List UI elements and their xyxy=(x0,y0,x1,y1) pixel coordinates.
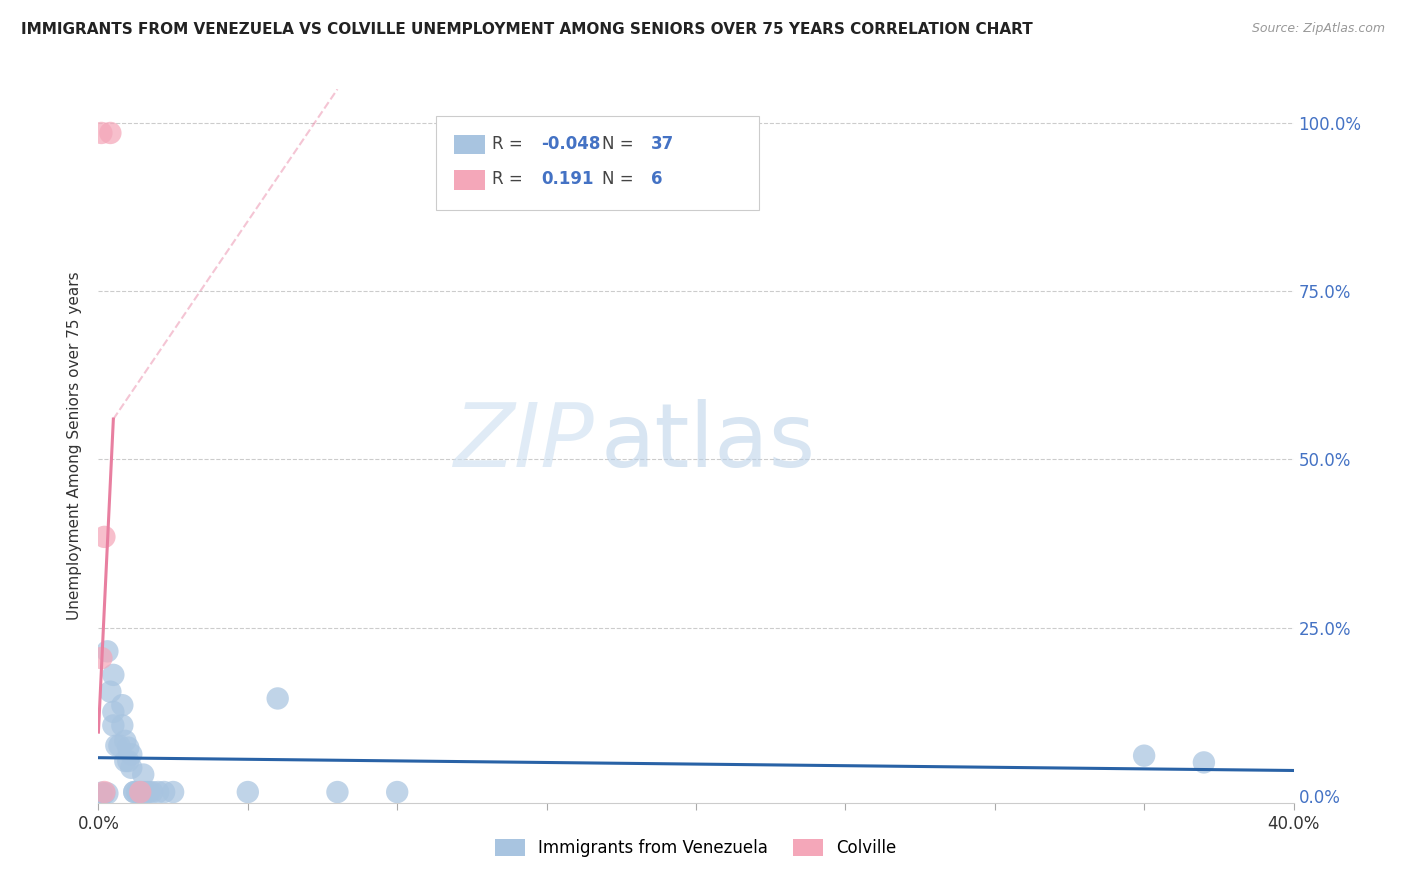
Point xyxy=(90,126,112,140)
Text: -0.048: -0.048 xyxy=(541,135,600,153)
Point xyxy=(93,786,115,800)
Point xyxy=(162,785,184,799)
Point xyxy=(114,734,136,748)
Point xyxy=(141,785,163,799)
Point xyxy=(90,786,112,800)
Text: ZIP: ZIP xyxy=(454,400,595,485)
Legend: Immigrants from Venezuela, Colville: Immigrants from Venezuela, Colville xyxy=(486,831,905,866)
Point xyxy=(98,126,122,140)
Point xyxy=(108,739,131,753)
Point xyxy=(129,785,152,799)
Text: 6: 6 xyxy=(651,170,662,188)
Point xyxy=(117,754,139,768)
Point xyxy=(120,747,142,762)
Point xyxy=(236,785,259,799)
Text: N =: N = xyxy=(602,170,638,188)
Point xyxy=(111,718,134,732)
Point xyxy=(124,785,146,799)
Point xyxy=(103,705,125,719)
Text: N =: N = xyxy=(602,135,638,153)
Point xyxy=(129,785,152,799)
Point xyxy=(132,785,155,799)
Point xyxy=(326,785,349,799)
Point xyxy=(385,785,409,799)
Point xyxy=(90,651,112,665)
Point xyxy=(96,644,118,658)
Point xyxy=(93,530,115,544)
Point xyxy=(127,785,149,799)
Point xyxy=(124,785,146,799)
Point xyxy=(153,785,176,799)
Point xyxy=(120,761,142,775)
Point xyxy=(132,767,155,781)
Point xyxy=(103,718,125,732)
Point xyxy=(90,788,112,802)
Point xyxy=(98,684,122,698)
Point xyxy=(148,785,170,799)
Point xyxy=(96,786,118,800)
Point xyxy=(117,740,139,755)
Text: Source: ZipAtlas.com: Source: ZipAtlas.com xyxy=(1251,22,1385,36)
Point xyxy=(267,691,290,706)
Text: 0.191: 0.191 xyxy=(541,170,593,188)
Point xyxy=(114,754,136,768)
Point xyxy=(93,785,115,799)
Point xyxy=(103,668,125,682)
Point xyxy=(1192,756,1215,770)
Text: IMMIGRANTS FROM VENEZUELA VS COLVILLE UNEMPLOYMENT AMONG SENIORS OVER 75 YEARS C: IMMIGRANTS FROM VENEZUELA VS COLVILLE UN… xyxy=(21,22,1033,37)
Text: 37: 37 xyxy=(651,135,675,153)
Point xyxy=(138,785,160,799)
Text: R =: R = xyxy=(492,135,529,153)
Point xyxy=(105,739,128,753)
Point xyxy=(135,785,157,799)
Point xyxy=(111,698,134,713)
Text: atlas: atlas xyxy=(600,399,815,486)
Text: R =: R = xyxy=(492,170,529,188)
Y-axis label: Unemployment Among Seniors over 75 years: Unemployment Among Seniors over 75 years xyxy=(67,272,83,620)
Point xyxy=(1133,748,1156,763)
